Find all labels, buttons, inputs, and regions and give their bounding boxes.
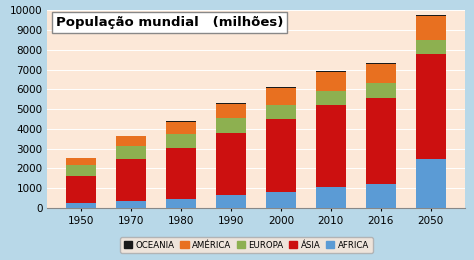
Bar <box>166 148 196 199</box>
Text: População mundial   (milhões): População mundial (milhões) <box>56 16 283 29</box>
Bar <box>266 192 296 208</box>
Bar <box>116 136 146 146</box>
Bar <box>66 176 96 204</box>
Bar <box>416 159 446 208</box>
Bar <box>116 159 146 201</box>
Bar <box>316 105 346 187</box>
Bar <box>316 187 346 208</box>
Bar <box>216 133 246 195</box>
Bar <box>66 204 96 208</box>
Bar <box>316 71 346 72</box>
Bar <box>216 118 246 133</box>
Bar <box>366 63 396 83</box>
Bar <box>166 199 196 208</box>
Bar <box>366 98 396 184</box>
Bar <box>366 184 396 208</box>
Bar <box>266 105 296 119</box>
Bar <box>316 91 346 105</box>
Bar <box>216 195 246 208</box>
Bar <box>316 72 346 91</box>
Bar <box>416 15 446 16</box>
Bar <box>116 146 146 159</box>
Bar <box>266 87 296 88</box>
Bar <box>66 165 96 176</box>
Legend: OCEANIA, AMÉRICA, EUROPA, ÁSIA, AFRICA: OCEANIA, AMÉRICA, EUROPA, ÁSIA, AFRICA <box>120 237 373 253</box>
Bar <box>116 201 146 208</box>
Bar <box>416 16 446 40</box>
Bar <box>216 104 246 118</box>
Bar <box>416 54 446 159</box>
Bar <box>366 83 396 98</box>
Bar <box>166 121 196 122</box>
Bar <box>216 103 246 104</box>
Bar <box>266 119 296 192</box>
Bar <box>166 122 196 134</box>
Bar <box>266 88 296 105</box>
Bar <box>66 158 96 165</box>
Bar <box>166 134 196 148</box>
Bar <box>416 40 446 54</box>
